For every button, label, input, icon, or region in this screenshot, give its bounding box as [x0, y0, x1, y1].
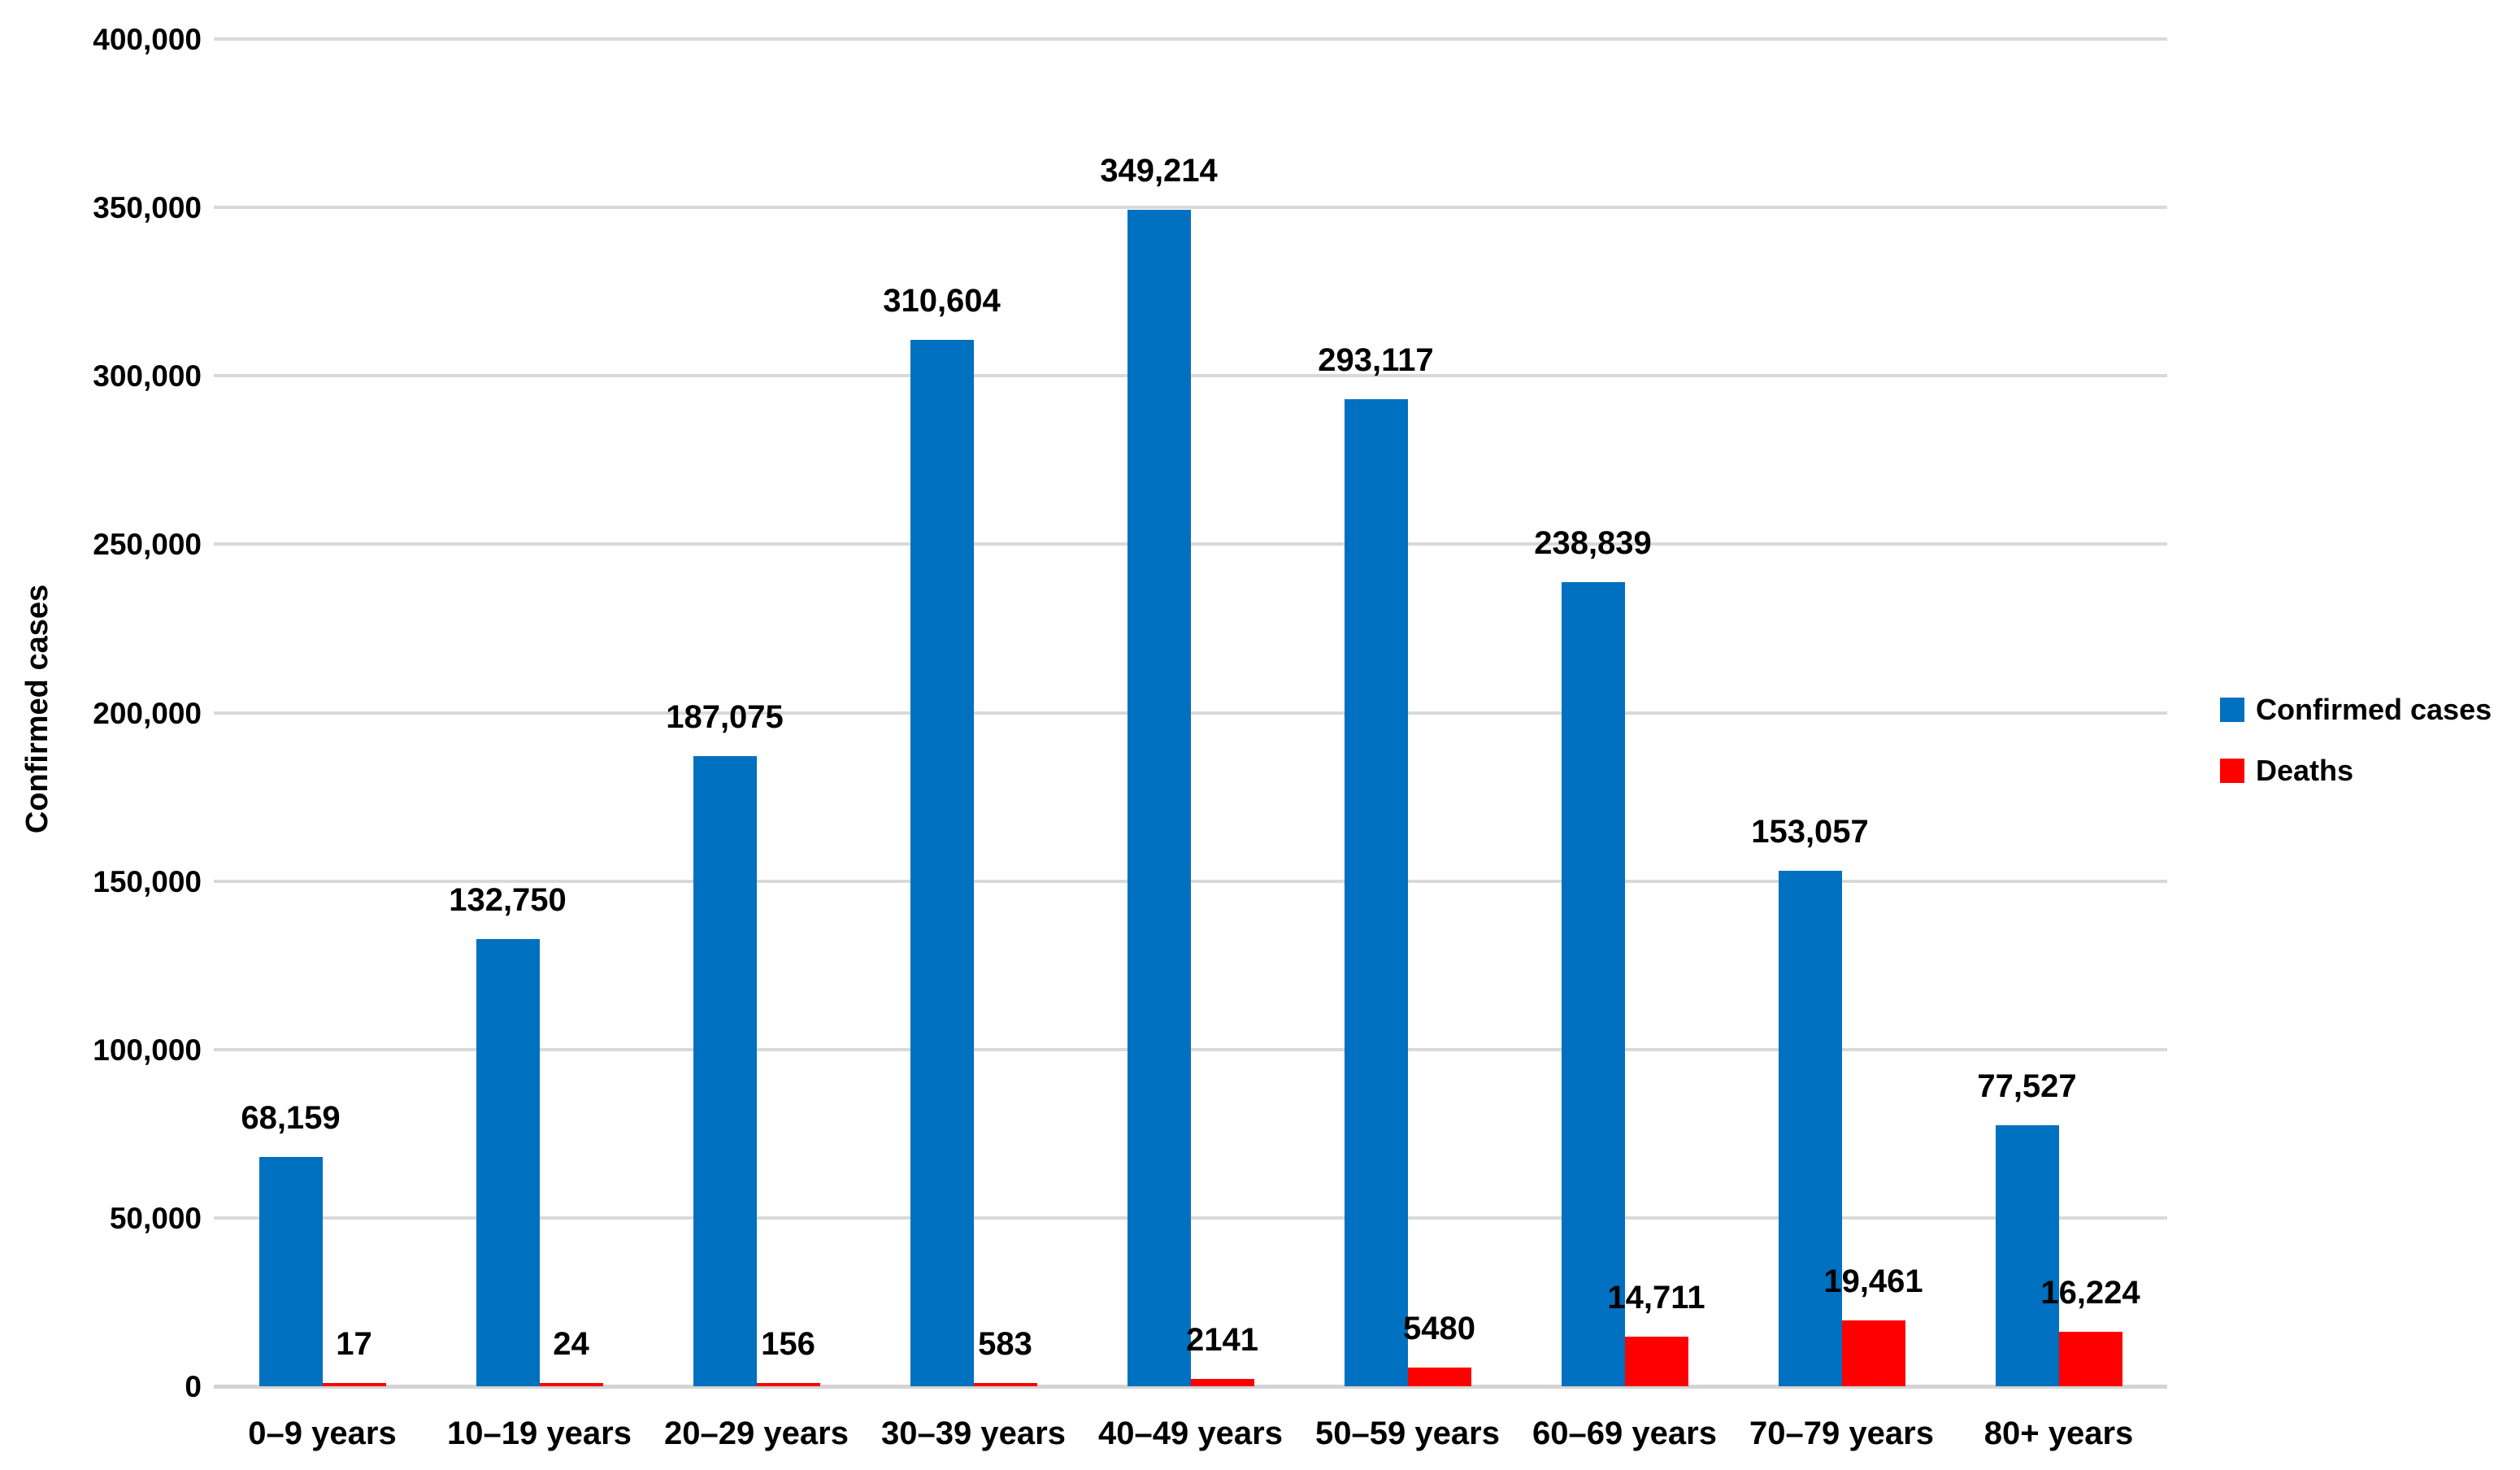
- bar-deaths: [1190, 1379, 1254, 1386]
- deaths-value-label: 583: [978, 1326, 1032, 1362]
- gridline-350000: [214, 206, 2167, 210]
- x-axis-label: 10–19 years: [447, 1416, 632, 1451]
- legend-swatch-icon: [2220, 759, 2244, 783]
- bar-deaths: [1407, 1368, 1471, 1386]
- x-axis-label: 60–69 years: [1532, 1416, 1717, 1451]
- confirmed-cases-value-label: 238,839: [1534, 524, 1652, 561]
- bar-deaths: [322, 1383, 386, 1386]
- x-axis-line: [214, 1385, 2167, 1389]
- gridline-150000: [214, 879, 2167, 883]
- y-tick-label: 400,000: [93, 23, 202, 56]
- deaths-value-label: 156: [761, 1326, 815, 1362]
- confirmed-cases-value-label: 68,159: [241, 1099, 341, 1136]
- bar-confirmed-cases: [1778, 870, 1842, 1386]
- deaths-value-label: 17: [336, 1326, 372, 1362]
- bar-confirmed-cases: [1344, 398, 1408, 1386]
- y-tick-label: 350,000: [93, 191, 202, 225]
- x-axis-label: 0–9 years: [248, 1416, 397, 1451]
- deaths-value-label: 24: [553, 1326, 589, 1362]
- y-tick-label: 0: [185, 1370, 202, 1403]
- confirmed-cases-value-label: 293,117: [1318, 341, 1434, 378]
- bar-deaths: [756, 1383, 820, 1386]
- y-tick-label: 150,000: [93, 864, 202, 898]
- legend-label: Deaths: [2256, 754, 2354, 787]
- y-tick-label: 250,000: [93, 528, 202, 562]
- y-tick-label: 200,000: [93, 696, 202, 730]
- legend-swatch-icon: [2220, 698, 2244, 722]
- bar-confirmed-cases: [1561, 581, 1625, 1386]
- bar-deaths: [1841, 1320, 1905, 1386]
- bar-confirmed-cases: [910, 340, 974, 1386]
- deaths-value-label: 16,224: [2040, 1274, 2140, 1311]
- bar-confirmed-cases: [1127, 210, 1191, 1386]
- legend-label: Confirmed cases: [2256, 693, 2492, 726]
- x-axis-label: 70–79 years: [1749, 1416, 1934, 1451]
- x-axis-label: 40–49 years: [1098, 1416, 1283, 1451]
- x-axis-label: 20–29 years: [664, 1416, 849, 1451]
- bar-confirmed-cases: [693, 756, 757, 1386]
- bar-confirmed-cases: [259, 1156, 323, 1386]
- confirmed-cases-value-label: 153,057: [1751, 813, 1869, 850]
- bar-confirmed-cases: [1995, 1124, 2059, 1386]
- bar-deaths: [539, 1383, 603, 1386]
- gridline-250000: [214, 542, 2167, 546]
- x-axis-label: 50–59 years: [1315, 1416, 1500, 1451]
- deaths-value-label: 2141: [1186, 1322, 1258, 1359]
- gridline-50000: [214, 1216, 2167, 1220]
- deaths-value-label: 5480: [1403, 1311, 1475, 1347]
- y-tick-label: 100,000: [93, 1033, 202, 1067]
- legend-entry: Deaths: [2220, 756, 2353, 785]
- bar-confirmed-cases: [476, 939, 540, 1386]
- confirmed-cases-value-label: 349,214: [1100, 153, 1218, 189]
- bar-deaths: [973, 1383, 1037, 1386]
- confirmed-cases-value-label: 132,750: [449, 882, 567, 919]
- y-tick-label: 50,000: [109, 1201, 202, 1235]
- y-tick-label: 300,000: [93, 359, 202, 394]
- deaths-value-label: 14,711: [1607, 1280, 1705, 1316]
- gridline-400000: [214, 37, 2167, 41]
- bar-deaths: [1624, 1337, 1688, 1386]
- gridline-200000: [214, 711, 2167, 715]
- confirmed-cases-value-label: 77,527: [1977, 1068, 2077, 1104]
- gridline-100000: [214, 1047, 2167, 1051]
- x-axis-label: 30–39 years: [881, 1416, 1066, 1451]
- bar-deaths: [2058, 1331, 2122, 1386]
- confirmed-cases-value-label: 310,604: [883, 283, 1001, 320]
- x-axis-label: 80+ years: [1983, 1416, 2134, 1451]
- legend-entry: Confirmed cases: [2220, 695, 2492, 724]
- gridline-300000: [214, 374, 2167, 378]
- deaths-value-label: 19,461: [1823, 1263, 1923, 1300]
- confirmed-cases-value-label: 187,075: [666, 699, 784, 736]
